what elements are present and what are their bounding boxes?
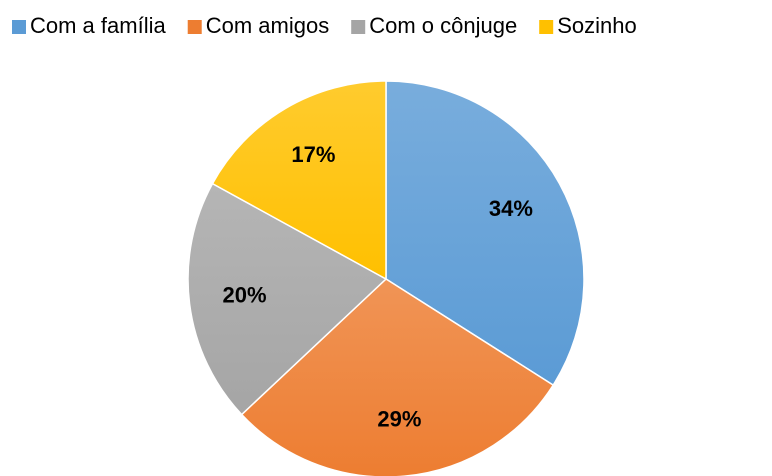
pie-slice — [211, 80, 387, 281]
pie-slice — [385, 80, 585, 387]
legend-label: Com a família — [30, 13, 166, 38]
legend-swatch — [539, 20, 554, 34]
legend-swatch — [187, 20, 202, 34]
data-label: 29% — [377, 407, 421, 432]
legend-swatch — [351, 20, 366, 34]
pie-slice — [187, 182, 388, 416]
legend-label: Com o cônjuge — [369, 13, 517, 38]
data-label: 34% — [489, 196, 533, 221]
data-label: 20% — [223, 283, 267, 308]
data-label: 17% — [291, 142, 335, 167]
pie-slice — [240, 278, 555, 476]
legend-label: Com amigos — [206, 13, 329, 38]
legend-swatch — [12, 20, 26, 34]
legend-label: Sozinho — [557, 13, 637, 38]
